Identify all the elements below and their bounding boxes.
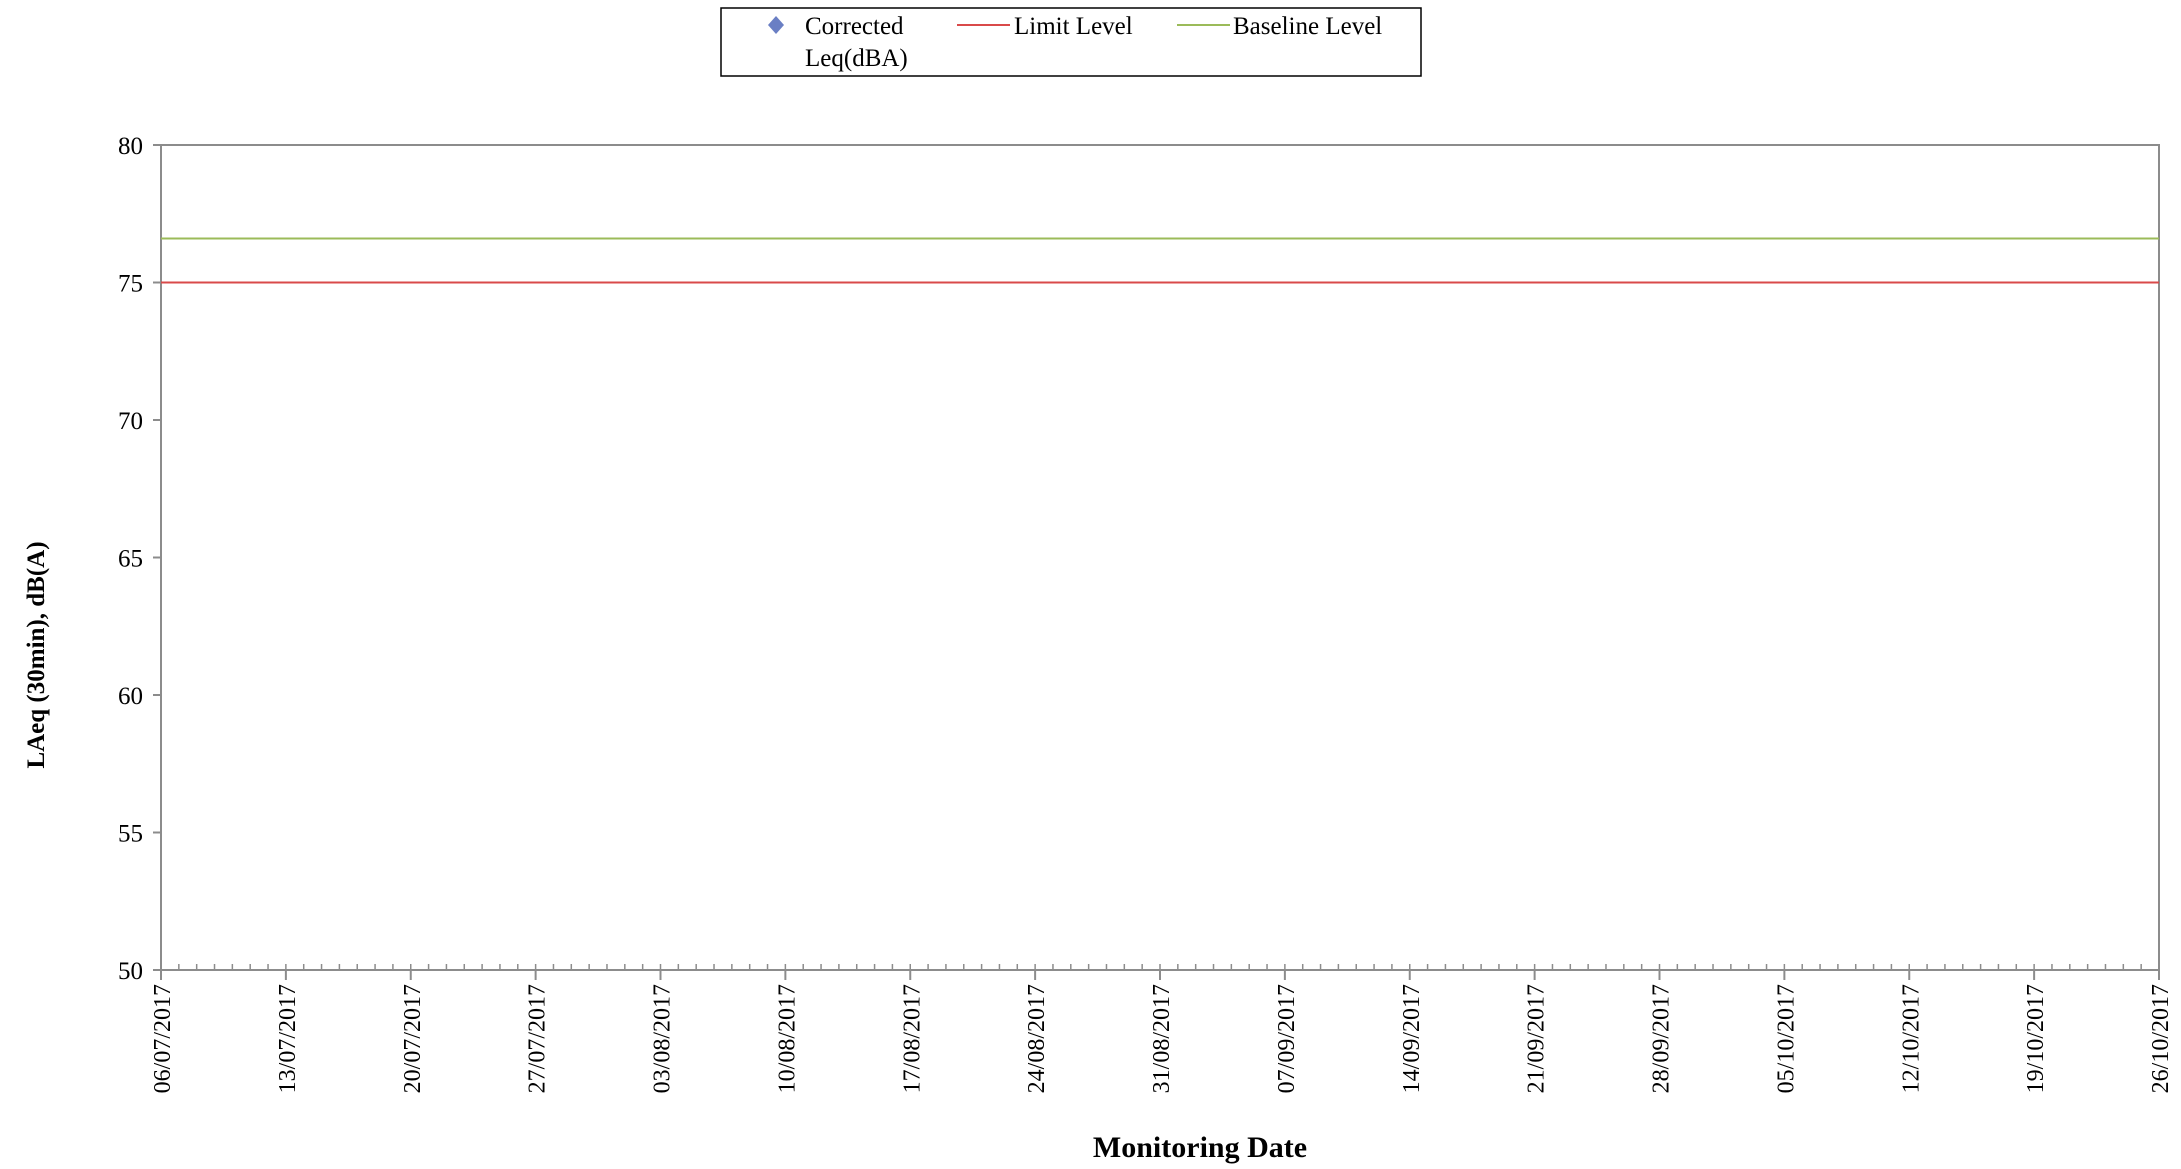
- y-tick-label: 55: [118, 821, 143, 848]
- y-tick-label: 65: [118, 546, 143, 573]
- x-tick-label: 31/08/2017: [1149, 984, 1175, 1093]
- legend-label-corrected-line1: Corrected: [805, 13, 904, 40]
- y-axis-title: LAeq (30min), dB(A): [23, 541, 50, 768]
- x-tick-label: 17/08/2017: [899, 984, 925, 1093]
- legend-label-limit: Limit Level: [1014, 13, 1133, 40]
- x-tick-label: 03/08/2017: [650, 984, 676, 1093]
- x-tick-label: 19/10/2017: [2023, 984, 2049, 1093]
- x-tick-label: 07/09/2017: [1274, 984, 1300, 1093]
- x-axis: 06/07/2017 13/07/2017 20/07/2017 27/07/2017…: [150, 964, 2174, 1093]
- x-axis-title: Monitoring Date: [1093, 1131, 1307, 1164]
- x-tick-label: 05/10/2017: [1773, 984, 1799, 1093]
- x-tick-label: 27/07/2017: [525, 984, 551, 1093]
- x-tick-label: 10/08/2017: [774, 984, 800, 1093]
- y-tick-label: 75: [118, 271, 143, 298]
- legend-box: [720, 7, 1422, 77]
- x-tick-label: 13/07/2017: [275, 984, 301, 1093]
- legend-diamond-marker-icon: [768, 16, 784, 34]
- x-tick-label: 06/07/2017: [150, 984, 176, 1093]
- x-tick-label: 12/10/2017: [1898, 984, 1924, 1093]
- y-tick-label: 50: [118, 958, 143, 985]
- x-tick-label: 14/09/2017: [1399, 984, 1425, 1093]
- x-tick-label: 26/10/2017: [2148, 984, 2174, 1093]
- x-tick-label: 28/09/2017: [1649, 984, 1675, 1093]
- y-tick-label: 70: [118, 408, 143, 435]
- legend-label-corrected-line2: Leq(dBA): [805, 45, 908, 72]
- plot-area: [160, 144, 2160, 971]
- x-tick-label: 20/07/2017: [400, 984, 426, 1093]
- x-tick-label: 24/08/2017: [1024, 984, 1050, 1093]
- y-axis: 50 55 60 65 70 75 80: [118, 133, 161, 985]
- legend-label-baseline: Baseline Level: [1233, 13, 1382, 40]
- x-tick-label: 21/09/2017: [1524, 984, 1550, 1093]
- y-tick-label: 80: [118, 133, 143, 160]
- series-layer: [161, 237, 2159, 284]
- legend: Corrected Leq(dBA) Limit Level Baseline …: [720, 7, 1422, 77]
- y-tick-label: 60: [118, 683, 143, 710]
